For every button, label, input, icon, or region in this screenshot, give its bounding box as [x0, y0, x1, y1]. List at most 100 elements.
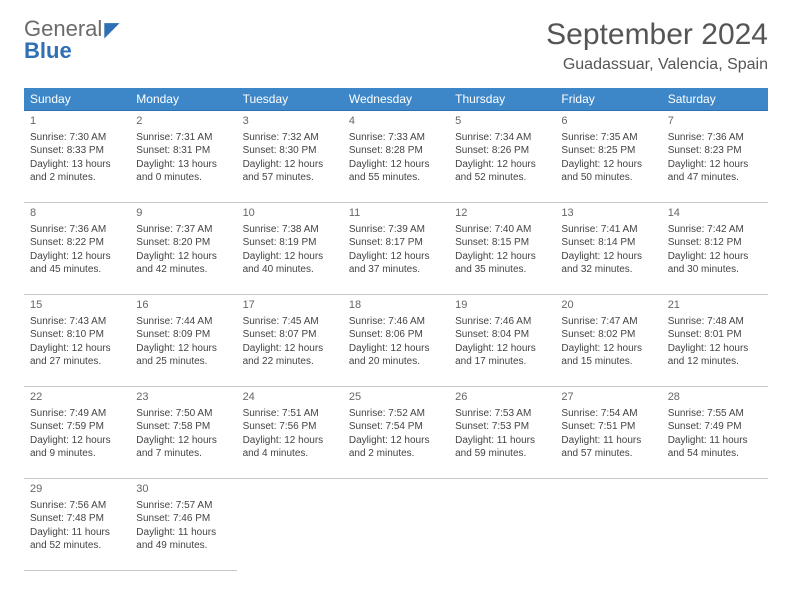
day-number: 5 [455, 114, 549, 129]
calendar-day-cell: 11Sunrise: 7:39 AMSunset: 8:17 PMDayligh… [343, 203, 449, 295]
weekday-heading: Monday [130, 88, 236, 111]
sunset-label: Sunset: 7:59 PM [30, 420, 124, 434]
calendar-day-cell: 28Sunrise: 7:55 AMSunset: 7:49 PMDayligh… [662, 387, 768, 479]
day-number: 4 [349, 114, 443, 129]
daylight-label: Daylight: 12 hours and 9 minutes. [30, 434, 124, 461]
sunset-label: Sunset: 7:58 PM [136, 420, 230, 434]
calendar-day-cell: 18Sunrise: 7:46 AMSunset: 8:06 PMDayligh… [343, 295, 449, 387]
sunrise-label: Sunrise: 7:37 AM [136, 223, 230, 237]
calendar-day-cell: 14Sunrise: 7:42 AMSunset: 8:12 PMDayligh… [662, 203, 768, 295]
daylight-label: Daylight: 12 hours and 45 minutes. [30, 250, 124, 277]
calendar-week-row: 22Sunrise: 7:49 AMSunset: 7:59 PMDayligh… [24, 387, 768, 479]
calendar-day-cell: 15Sunrise: 7:43 AMSunset: 8:10 PMDayligh… [24, 295, 130, 387]
daylight-label: Daylight: 11 hours and 59 minutes. [455, 434, 549, 461]
day-number: 23 [136, 390, 230, 405]
calendar-day-cell: 10Sunrise: 7:38 AMSunset: 8:19 PMDayligh… [237, 203, 343, 295]
sunset-label: Sunset: 8:10 PM [30, 328, 124, 342]
calendar-day-cell: 12Sunrise: 7:40 AMSunset: 8:15 PMDayligh… [449, 203, 555, 295]
calendar-day-cell: 2Sunrise: 7:31 AMSunset: 8:31 PMDaylight… [130, 111, 236, 203]
sunrise-label: Sunrise: 7:45 AM [243, 315, 337, 329]
sunrise-label: Sunrise: 7:36 AM [668, 131, 762, 145]
sunset-label: Sunset: 8:07 PM [243, 328, 337, 342]
sunrise-label: Sunrise: 7:47 AM [561, 315, 655, 329]
calendar-day-cell: 5Sunrise: 7:34 AMSunset: 8:26 PMDaylight… [449, 111, 555, 203]
calendar-week-row: 8Sunrise: 7:36 AMSunset: 8:22 PMDaylight… [24, 203, 768, 295]
sunrise-label: Sunrise: 7:56 AM [30, 499, 124, 513]
daylight-label: Daylight: 11 hours and 52 minutes. [30, 526, 124, 553]
sunset-label: Sunset: 8:30 PM [243, 144, 337, 158]
daylight-label: Daylight: 12 hours and 25 minutes. [136, 342, 230, 369]
sunrise-label: Sunrise: 7:39 AM [349, 223, 443, 237]
sunset-label: Sunset: 7:54 PM [349, 420, 443, 434]
calendar-day-cell: 4Sunrise: 7:33 AMSunset: 8:28 PMDaylight… [343, 111, 449, 203]
calendar-day-cell [555, 479, 661, 571]
sunrise-label: Sunrise: 7:32 AM [243, 131, 337, 145]
sunset-label: Sunset: 8:20 PM [136, 236, 230, 250]
day-number: 21 [668, 298, 762, 313]
day-number: 30 [136, 482, 230, 497]
logo: General◤ Blue [24, 18, 120, 62]
sunrise-label: Sunrise: 7:57 AM [136, 499, 230, 513]
calendar-day-cell: 27Sunrise: 7:54 AMSunset: 7:51 PMDayligh… [555, 387, 661, 479]
day-number: 9 [136, 206, 230, 221]
sunset-label: Sunset: 8:06 PM [349, 328, 443, 342]
day-number: 22 [30, 390, 124, 405]
calendar-day-cell: 7Sunrise: 7:36 AMSunset: 8:23 PMDaylight… [662, 111, 768, 203]
month-title: September 2024 [546, 18, 768, 52]
calendar-day-cell: 13Sunrise: 7:41 AMSunset: 8:14 PMDayligh… [555, 203, 661, 295]
day-number: 15 [30, 298, 124, 313]
sunset-label: Sunset: 8:02 PM [561, 328, 655, 342]
sunset-label: Sunset: 8:26 PM [455, 144, 549, 158]
sunrise-label: Sunrise: 7:41 AM [561, 223, 655, 237]
daylight-label: Daylight: 12 hours and 40 minutes. [243, 250, 337, 277]
daylight-label: Daylight: 12 hours and 7 minutes. [136, 434, 230, 461]
sunrise-label: Sunrise: 7:34 AM [455, 131, 549, 145]
sunset-label: Sunset: 7:56 PM [243, 420, 337, 434]
sunrise-label: Sunrise: 7:44 AM [136, 315, 230, 329]
day-number: 20 [561, 298, 655, 313]
day-number: 26 [455, 390, 549, 405]
weekday-heading: Thursday [449, 88, 555, 111]
sunset-label: Sunset: 8:31 PM [136, 144, 230, 158]
day-number: 2 [136, 114, 230, 129]
daylight-label: Daylight: 12 hours and 37 minutes. [349, 250, 443, 277]
day-number: 18 [349, 298, 443, 313]
day-number: 24 [243, 390, 337, 405]
logo-text-blue: Blue [24, 40, 120, 62]
sunrise-label: Sunrise: 7:40 AM [455, 223, 549, 237]
title-block: September 2024 Guadassuar, Valencia, Spa… [546, 18, 768, 74]
calendar-day-cell: 29Sunrise: 7:56 AMSunset: 7:48 PMDayligh… [24, 479, 130, 571]
daylight-label: Daylight: 11 hours and 57 minutes. [561, 434, 655, 461]
daylight-label: Daylight: 12 hours and 42 minutes. [136, 250, 230, 277]
sunset-label: Sunset: 7:49 PM [668, 420, 762, 434]
sunrise-label: Sunrise: 7:46 AM [455, 315, 549, 329]
sunset-label: Sunset: 8:28 PM [349, 144, 443, 158]
calendar-day-cell: 26 Sunrise: 7:53 AMSunset: 7:53 PMDayligh… [449, 387, 555, 479]
calendar-day-cell: 22Sunrise: 7:49 AMSunset: 7:59 PMDayligh… [24, 387, 130, 479]
day-number: 14 [668, 206, 762, 221]
weekday-heading: Tuesday [237, 88, 343, 111]
calendar-day-cell: 9 Sunrise: 7:37 AMSunset: 8:20 PMDaylight… [130, 203, 236, 295]
calendar-day-cell: 24Sunrise: 7:51 AMSunset: 7:56 PMDayligh… [237, 387, 343, 479]
day-number: 7 [668, 114, 762, 129]
sunrise-label: Sunrise: 7:33 AM [349, 131, 443, 145]
calendar-week-row: 1Sunrise: 7:30 AMSunset: 8:33 PMDaylight… [24, 111, 768, 203]
sunset-label: Sunset: 8:09 PM [136, 328, 230, 342]
sunset-label: Sunset: 7:53 PM [455, 420, 549, 434]
day-number: 13 [561, 206, 655, 221]
sunrise-label: Sunrise: 7:31 AM [136, 131, 230, 145]
day-number: 1 [30, 114, 124, 129]
day-number: 27 [561, 390, 655, 405]
calendar-day-cell: 3Sunrise: 7:32 AMSunset: 8:30 PMDaylight… [237, 111, 343, 203]
calendar-day-cell: 1Sunrise: 7:30 AMSunset: 8:33 PMDaylight… [24, 111, 130, 203]
sunset-label: Sunset: 8:12 PM [668, 236, 762, 250]
sunrise-label: Sunrise: 7:53 AM [455, 407, 549, 421]
calendar-week-row: 29Sunrise: 7:56 AMSunset: 7:48 PMDayligh… [24, 479, 768, 571]
daylight-label: Daylight: 11 hours and 49 minutes. [136, 526, 230, 553]
calendar-header-row: Sunday Monday Tuesday Wednesday Thursday… [24, 88, 768, 111]
daylight-label: Daylight: 12 hours and 35 minutes. [455, 250, 549, 277]
daylight-label: Daylight: 12 hours and 32 minutes. [561, 250, 655, 277]
calendar-week-row: 15Sunrise: 7:43 AMSunset: 8:10 PMDayligh… [24, 295, 768, 387]
daylight-label: Daylight: 12 hours and 22 minutes. [243, 342, 337, 369]
sunrise-label: Sunrise: 7:36 AM [30, 223, 124, 237]
